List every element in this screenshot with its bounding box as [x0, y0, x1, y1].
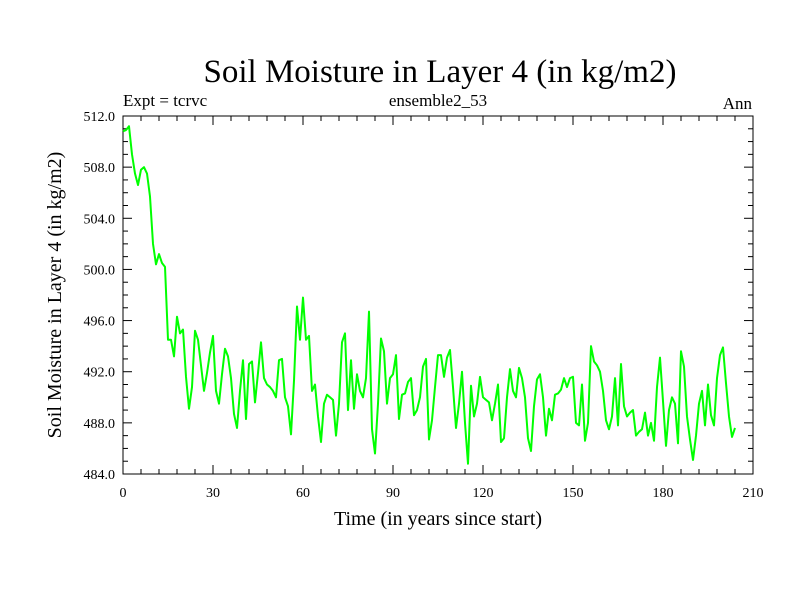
x-tick-label: 150 [563, 486, 584, 501]
y-tick-label: 504.0 [84, 212, 116, 227]
x-tick-label: 120 [473, 486, 494, 501]
x-tick-label: 30 [206, 486, 220, 501]
y-tick-label: 484.0 [84, 468, 116, 483]
x-tick-label: 90 [386, 486, 400, 501]
x-tick-label: 0 [120, 486, 127, 501]
y-axis-tick-labels: 484.0 488.0 492.0 496.0 500.0 504.0 508.0 512.0 [84, 110, 116, 483]
x-axis-tick-labels: 0 30 60 90 120 150 180 210 [120, 486, 764, 501]
x-tick-label: 210 [743, 486, 764, 501]
period-label: Ann [723, 94, 753, 113]
y-tick-label: 492.0 [84, 366, 116, 381]
x-tick-label: 180 [653, 486, 674, 501]
experiment-label: Expt = tcrvc [123, 91, 208, 110]
series-line-ensemble2-53 [122, 125, 736, 465]
y-tick-label: 496.0 [84, 315, 116, 330]
y-tick-label: 488.0 [84, 417, 116, 432]
y-axis-label: Soil Moisture in Layer 4 (in kg/m2) [44, 152, 66, 439]
x-tick-label: 60 [296, 486, 310, 501]
y-tick-label: 512.0 [84, 110, 116, 125]
y-tick-label: 508.0 [84, 161, 116, 176]
y-tick-label: 500.0 [84, 263, 116, 278]
plot-area-frame [122, 115, 754, 475]
axis-ticks [122, 115, 754, 475]
x-axis-label: Time (in years since start) [334, 508, 542, 530]
ensemble-label: ensemble2_53 [389, 91, 487, 110]
chart-title: Soil Moisture in Layer 4 (in kg/m2) [204, 54, 677, 90]
